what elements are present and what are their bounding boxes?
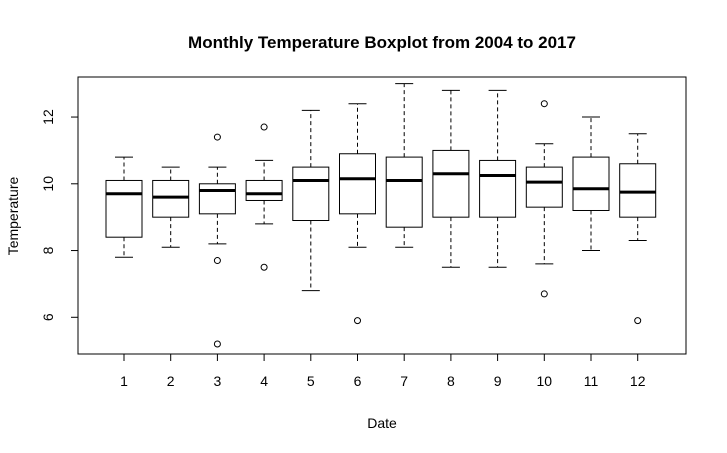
- outlier-point: [540, 100, 548, 108]
- box: [292, 166, 330, 222]
- box: [385, 156, 423, 228]
- y-tick-label: 12: [40, 109, 56, 125]
- x-tick-label: 10: [537, 373, 553, 389]
- outlier-point: [260, 263, 268, 271]
- outlier-point: [213, 340, 221, 348]
- x-tick-label: 3: [214, 373, 222, 389]
- x-axis-label: Date: [367, 415, 397, 431]
- box: [245, 179, 283, 201]
- y-tick-label: 6: [40, 313, 56, 321]
- x-tick-label: 2: [167, 373, 175, 389]
- x-tick-label: 5: [307, 373, 315, 389]
- x-tick-label: 4: [260, 373, 268, 389]
- outlier-point: [260, 123, 268, 131]
- x-tick-label: 7: [400, 373, 408, 389]
- x-tick-label: 1: [120, 373, 128, 389]
- chart-title: Monthly Temperature Boxplot from 2004 to…: [188, 33, 576, 52]
- x-tick-label: 12: [630, 373, 646, 389]
- outlier-point: [354, 317, 361, 325]
- box: [432, 149, 470, 218]
- box: [152, 179, 190, 218]
- outlier-point: [213, 133, 221, 141]
- box: [572, 156, 610, 211]
- x-tick-label: 9: [494, 373, 502, 389]
- outlier-point: [213, 257, 221, 265]
- box: [525, 166, 563, 208]
- box: [479, 159, 517, 218]
- x-tick-label: 8: [447, 373, 455, 389]
- box: [619, 163, 657, 218]
- y-axis-label: Temperature: [5, 176, 21, 255]
- x-tick-label: 11: [584, 373, 599, 389]
- box: [105, 179, 143, 238]
- y-tick-label: 8: [40, 246, 56, 254]
- y-tick-label: 10: [40, 176, 56, 192]
- box: [339, 153, 376, 215]
- box: [198, 183, 236, 215]
- outlier-point: [634, 317, 642, 325]
- x-tick-label: 6: [354, 373, 362, 389]
- outlier-point: [540, 290, 548, 298]
